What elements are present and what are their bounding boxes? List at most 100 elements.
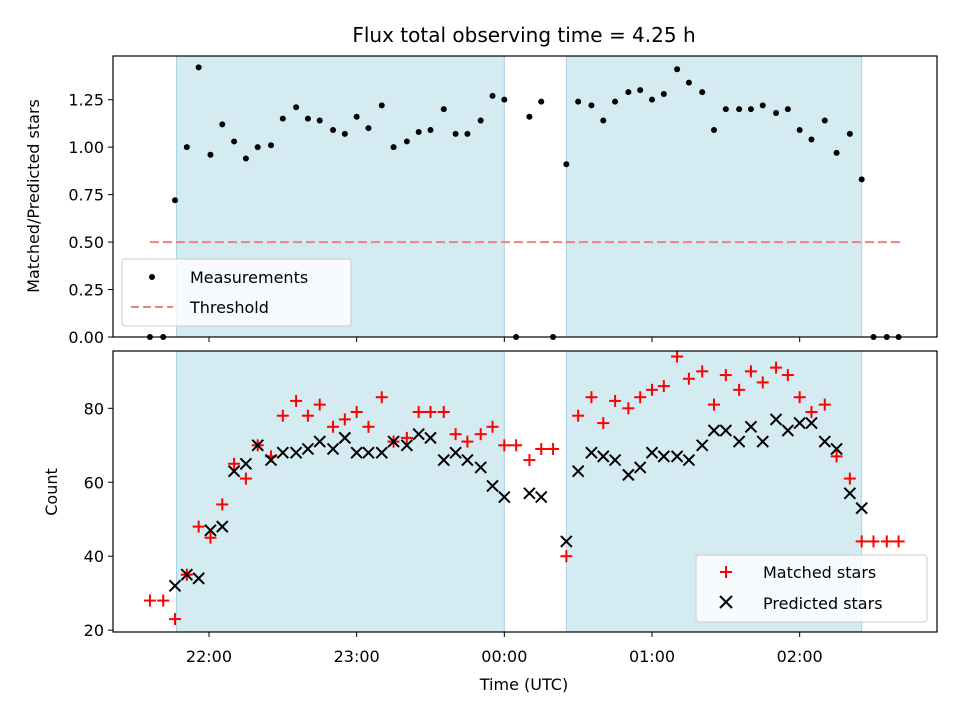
matched-point [770, 361, 783, 374]
matched-point [671, 350, 684, 363]
data-point [390, 144, 397, 151]
data-point [699, 89, 706, 96]
y-axis-label: Count [42, 468, 61, 516]
data-point [821, 117, 828, 124]
matched-point [744, 365, 757, 378]
x-axis-ticks: 22:00 23:00 00:00 01:00 02:00 [186, 632, 823, 666]
data-point [563, 161, 570, 168]
matched-point [805, 406, 818, 419]
y-tick-label: 1.25 [68, 91, 104, 110]
data-point [773, 109, 780, 116]
data-point [304, 115, 311, 122]
data-point [685, 79, 692, 86]
shaded-interval-1 [565, 55, 863, 338]
legend-box [121, 258, 352, 327]
matched-point [892, 535, 905, 548]
matched-point [400, 431, 413, 444]
data-point [353, 113, 360, 120]
plot-frame [112, 350, 938, 633]
panel-ratio: 0.00 0.25 0.50 0.75 1.00 1.25 Matched/Predict… [24, 55, 938, 347]
y-tick-label: 0.50 [68, 233, 104, 252]
matched-point [143, 594, 156, 607]
predicted-point [461, 453, 474, 467]
data-point [279, 115, 286, 122]
data-point [172, 197, 179, 204]
matched-point [290, 394, 303, 407]
predicted-point [474, 461, 487, 474]
data-point [464, 130, 471, 137]
x-tick-label: 02:00 [777, 647, 823, 666]
matched-point [781, 369, 794, 382]
data-point [846, 130, 853, 137]
legend: Matched stars Predicted stars [695, 554, 928, 623]
data-point [808, 136, 815, 143]
count-series [143, 350, 905, 626]
matched-point [830, 450, 843, 463]
predicted-point [805, 416, 818, 430]
panel-count: 20 40 60 80 22:00 23:00 00:00 01:00 02:00 Count… [42, 350, 938, 694]
predicted-point [830, 442, 843, 456]
matched-point [239, 472, 252, 485]
data-point [625, 89, 632, 96]
y-tick-label: 0.00 [68, 328, 104, 347]
data-point [858, 176, 865, 183]
y-tick-label: 1.00 [68, 138, 104, 157]
matched-point [818, 398, 831, 411]
data-point [415, 128, 422, 135]
data-point [254, 144, 261, 151]
data-point [501, 96, 508, 103]
data-point [378, 102, 385, 109]
predicted-point [657, 450, 671, 463]
y-tick-label: 20 [84, 621, 104, 640]
matched-point [474, 428, 487, 441]
data-point [440, 106, 447, 113]
matched-point [719, 369, 732, 382]
legend: Measurements Threshold [121, 258, 352, 327]
legend-box [695, 554, 928, 623]
data-point [242, 155, 249, 162]
matched-point [645, 383, 658, 396]
predicted-point [301, 442, 315, 456]
predicted-point [818, 435, 831, 448]
data-point [538, 98, 545, 105]
predicted-point [350, 446, 363, 459]
matched-point [350, 406, 363, 419]
predicted-point [769, 413, 783, 426]
predicted-point [571, 464, 585, 478]
y-tick-label: 0.75 [68, 186, 104, 205]
predicted-point [313, 435, 326, 448]
predicted-point [498, 490, 511, 504]
data-point [341, 130, 348, 137]
x-tick-label: 01:00 [629, 647, 675, 666]
predicted-point [622, 468, 635, 482]
y-axis-ticks: 0.00 0.25 0.50 0.75 1.00 1.25 [68, 91, 113, 347]
predicted-point [192, 572, 205, 585]
data-point [660, 90, 667, 97]
data-point [489, 92, 496, 99]
matched-point [609, 394, 622, 407]
data-point [293, 104, 300, 111]
predicted-point [707, 424, 721, 437]
predicted-point [695, 439, 709, 452]
predicted-point [204, 524, 217, 537]
predicted-point [276, 446, 290, 459]
shaded-interval-0 [175, 350, 505, 633]
data-point [833, 149, 840, 156]
y-tick-label: 80 [84, 399, 104, 418]
legend-marker-measurements [149, 274, 155, 280]
matched-point [708, 398, 721, 411]
data-point [747, 106, 754, 113]
legend-marker-matched [720, 566, 732, 578]
x-axis-ticks [208, 337, 801, 342]
matched-point [634, 391, 647, 404]
predicted-point [608, 453, 622, 467]
data-point [588, 102, 595, 109]
predicted-point [843, 487, 857, 500]
matched-point [547, 442, 560, 455]
data-point [365, 125, 372, 132]
legend-marker-predicted [719, 595, 733, 609]
chart-title: Flux total observing time = 4.25 h [352, 23, 695, 47]
matched-point [585, 391, 598, 404]
predicted-point [424, 431, 437, 445]
